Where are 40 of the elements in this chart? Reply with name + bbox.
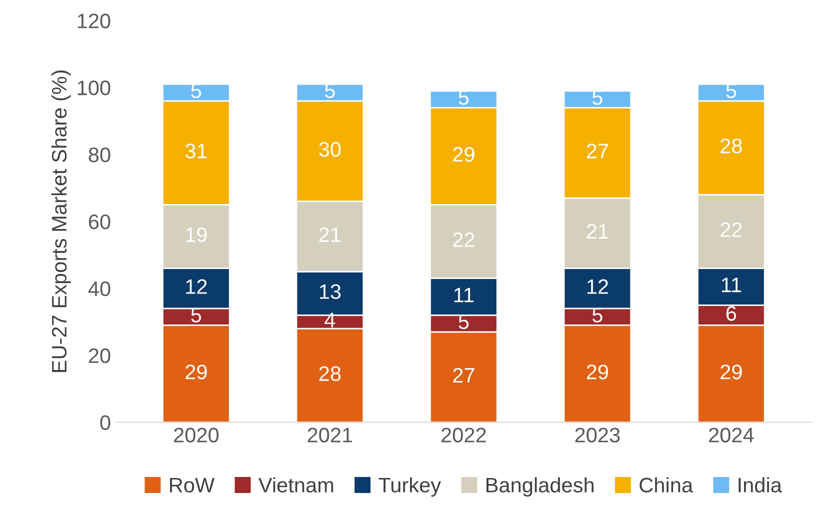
data-label: 28 — [720, 138, 742, 154]
data-label: 29 — [586, 364, 608, 380]
legend-label: RoW — [170, 478, 215, 493]
data-label: 31 — [185, 144, 207, 158]
data-label: 11 — [722, 278, 741, 292]
legend-label: China — [640, 477, 694, 493]
data-label: 27 — [586, 144, 608, 158]
x-tick-label: 2022 — [442, 428, 486, 442]
legend-label: Vietnam — [258, 477, 334, 493]
data-label: 13 — [320, 284, 341, 300]
y-axis-title: EU-27 Exports Market Share (%) — [51, 70, 71, 372]
legend-label: Turkey — [378, 477, 442, 497]
y-tick-label: 80 — [88, 148, 110, 162]
x-tick-label: 2023 — [575, 428, 620, 442]
data-label: 19 — [186, 227, 207, 242]
data-label: 29 — [186, 364, 207, 380]
x-tick-label: 2021 — [308, 428, 352, 442]
y-tick-label: 40 — [88, 281, 110, 296]
y-tick-label: 100 — [78, 80, 110, 96]
data-label: 12 — [186, 279, 207, 294]
data-label: 22 — [720, 222, 742, 237]
x-tick-label: 2024 — [709, 428, 754, 442]
data-label: 29 — [720, 364, 742, 380]
data-label: 11 — [454, 288, 474, 302]
data-label: 21 — [586, 224, 608, 239]
y-tick-label: 120 — [78, 14, 110, 28]
data-label: 29 — [453, 147, 474, 162]
y-tick-label: 60 — [88, 214, 110, 230]
data-label: 12 — [587, 279, 608, 294]
data-label: 22 — [453, 232, 474, 247]
data-label: 30 — [319, 142, 341, 157]
data-label: 6 — [726, 306, 736, 321]
legend-label: Bangladesh — [486, 477, 594, 497]
data-label: 28 — [319, 366, 341, 382]
legend-label: India — [738, 477, 782, 493]
x-tick-label: 2020 — [174, 428, 219, 442]
data-label: 21 — [319, 227, 340, 242]
data-label: 27 — [453, 368, 474, 382]
y-tick-label: 0 — [100, 415, 110, 430]
y-tick-label: 20 — [88, 348, 110, 364]
